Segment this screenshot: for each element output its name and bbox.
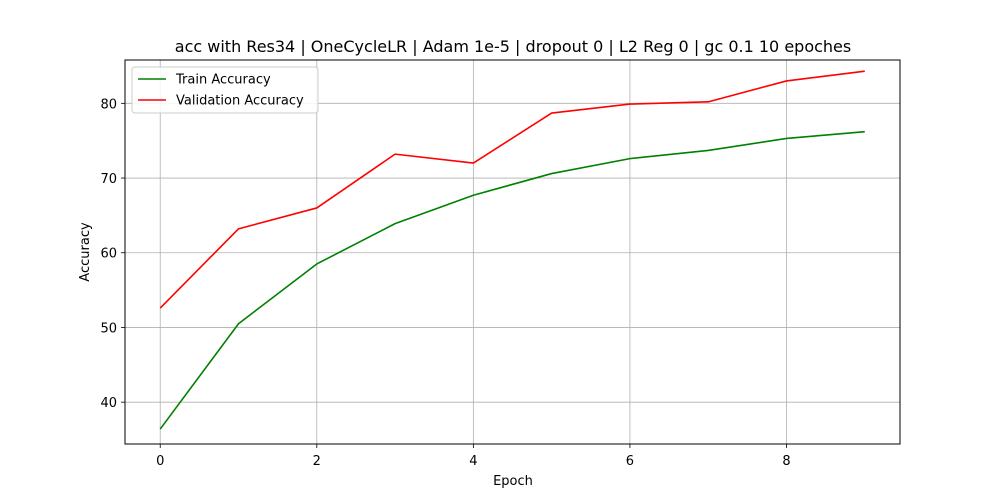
x-tick-label: 8 bbox=[782, 454, 790, 469]
y-tick-label: 50 bbox=[100, 321, 117, 336]
x-tick-label: 2 bbox=[313, 454, 321, 469]
series-lines bbox=[159, 70, 865, 430]
grid-lines bbox=[125, 60, 900, 444]
chart-title: acc with Res34 | OneCycleLR | Adam 1e-5 … bbox=[175, 37, 851, 56]
legend-box bbox=[131, 66, 319, 114]
y-tick-label: 60 bbox=[100, 247, 117, 262]
legend-label-validation-accuracy: Validation Accuracy bbox=[176, 94, 304, 109]
y-tick-label: 70 bbox=[100, 172, 117, 187]
x-tick-label: 0 bbox=[156, 454, 164, 469]
validation-accuracy-line bbox=[159, 70, 865, 309]
legend-label-train-accuracy: Train Accuracy bbox=[175, 73, 271, 88]
y-tick-label: 80 bbox=[100, 97, 117, 112]
legend: Train Accuracy Validation Accuracy bbox=[131, 66, 319, 114]
y-axis-label: Accuracy bbox=[78, 222, 93, 282]
train-accuracy-line bbox=[159, 130, 865, 430]
plot-frame bbox=[124, 59, 901, 445]
x-tick-label: 6 bbox=[626, 454, 634, 469]
y-tick-label: 40 bbox=[100, 396, 117, 411]
x-axis-label: Epoch bbox=[493, 474, 533, 489]
x-tick-label: 4 bbox=[469, 454, 477, 469]
axis-ticks: 0 2 4 6 8 40 50 60 70 80 bbox=[100, 97, 790, 469]
